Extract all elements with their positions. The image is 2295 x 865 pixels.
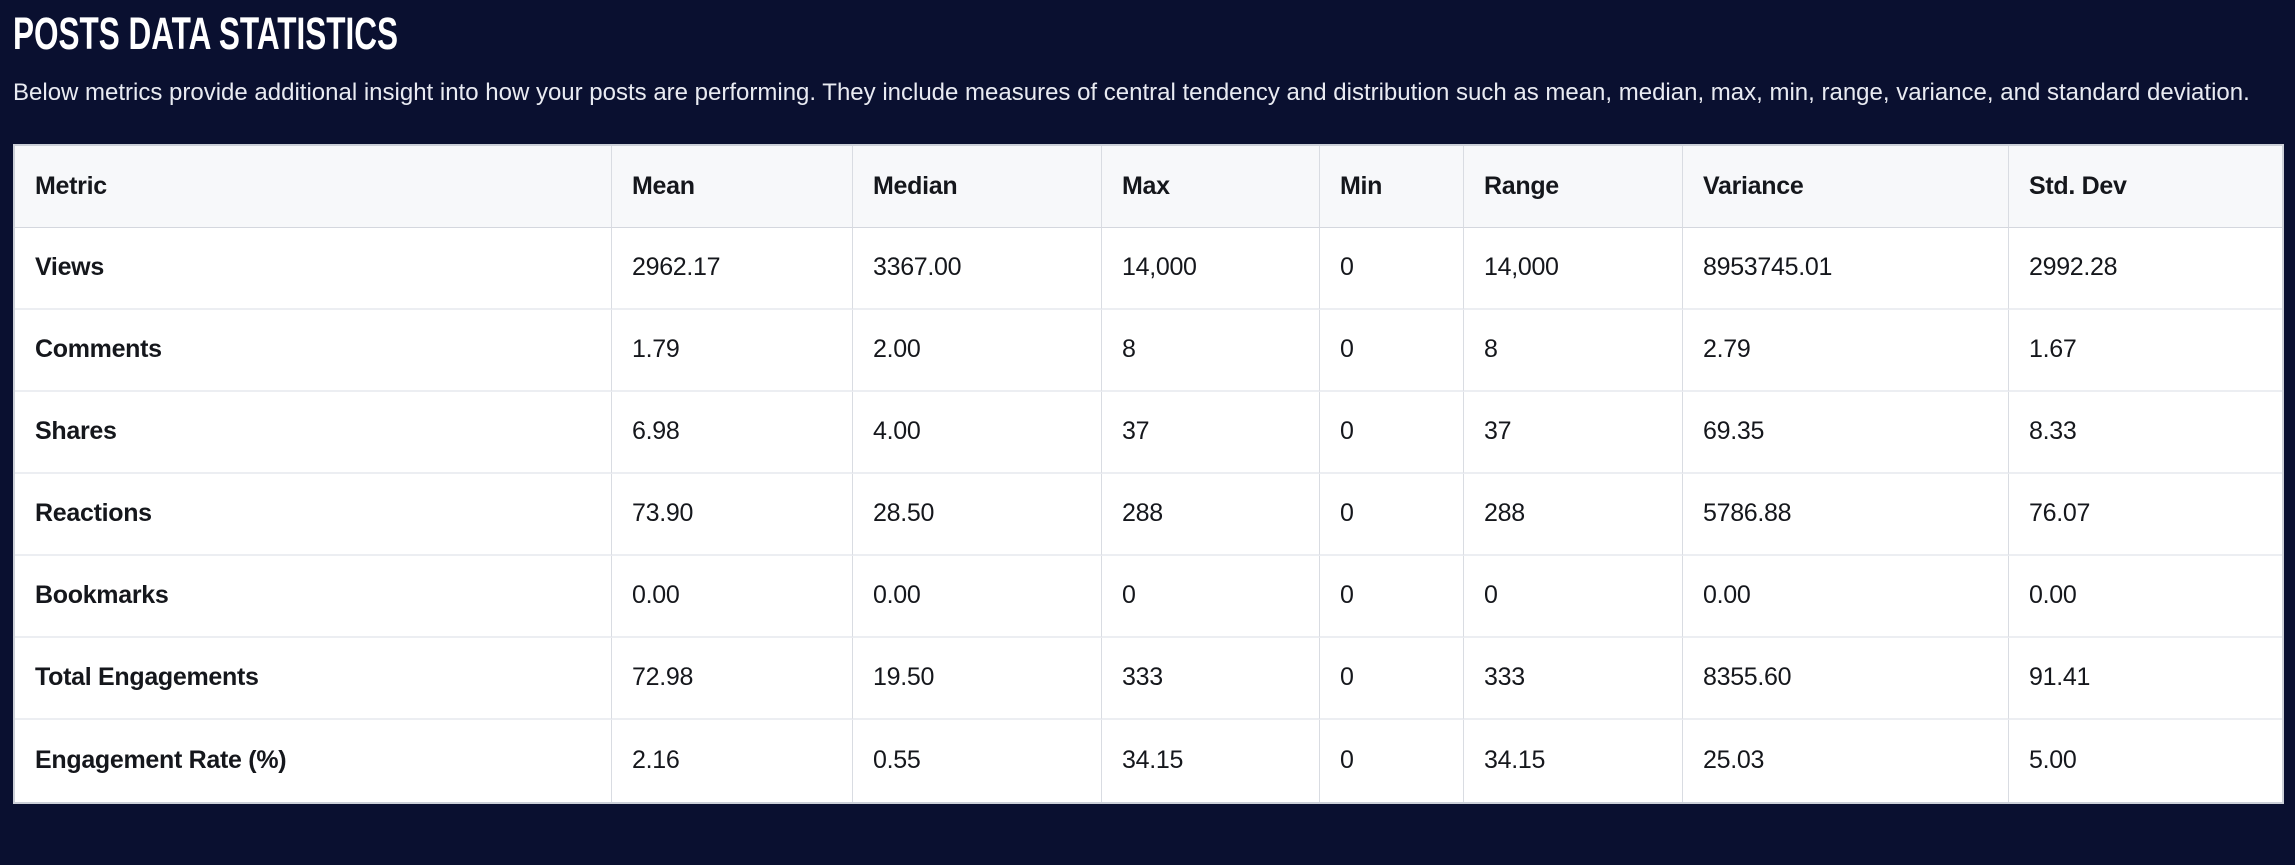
table-cell: 5.00 [2009,719,2282,802]
table-cell: 0.55 [853,719,1102,802]
table-cell: 333 [1464,637,1683,720]
table-cell: 5786.88 [1683,473,2009,556]
table-cell: 14,000 [1464,227,1683,310]
table-cell: 69.35 [1683,391,2009,474]
table-cell: 73.90 [612,473,853,556]
table-cell: 0 [1320,637,1464,720]
table-cell: 2.00 [853,309,1102,392]
table-cell: 8 [1464,309,1683,392]
table-cell: 37 [1464,391,1683,474]
table-cell: 288 [1464,473,1683,556]
table-cell: 0 [1320,227,1464,310]
table-cell: 1.79 [612,309,853,392]
table-cell: 34.15 [1102,719,1320,802]
table-cell: 91.41 [2009,637,2282,720]
table-cell: 0 [1320,719,1464,802]
metric-label: Views [15,227,612,310]
page-title: POSTS DATA STATISTICS [13,8,398,59]
table-cell: 19.50 [853,637,1102,720]
stats-table: Metric Mean Median Max Min Range Varianc… [13,143,2284,804]
metric-label: Total Engagements [15,637,612,720]
table-cell: 0.00 [1683,555,2009,638]
metric-label: Shares [15,391,612,474]
table-cell: 0 [1320,555,1464,638]
column-header-variance: Variance [1683,145,2009,228]
table-header-row: Metric Mean Median Max Min Range Varianc… [15,145,2282,228]
table-cell: 3367.00 [853,227,1102,310]
table-cell: 76.07 [2009,473,2282,556]
table-cell: 25.03 [1683,719,2009,802]
table-cell: 0 [1320,391,1464,474]
table-cell: 0 [1102,555,1320,638]
metric-label: Engagement Rate (%) [15,719,612,802]
table-cell: 14,000 [1102,227,1320,310]
column-header-min: Min [1320,145,1464,228]
table-cell: 0 [1320,309,1464,392]
column-header-range: Range [1464,145,1683,228]
table-row-engagement-rate: Engagement Rate (%) 2.16 0.55 34.15 0 34… [15,719,2282,802]
table-cell: 34.15 [1464,719,1683,802]
table-row-bookmarks: Bookmarks 0.00 0.00 0 0 0 0.00 0.00 [15,555,2282,638]
column-header-std-dev: Std. Dev [2009,145,2282,228]
table-cell: 8953745.01 [1683,227,2009,310]
table-cell: 37 [1102,391,1320,474]
page-description: Below metrics provide additional insight… [13,78,2250,106]
table-row-shares: Shares 6.98 4.00 37 0 37 69.35 8.33 [15,391,2282,474]
table-row-total-engagements: Total Engagements 72.98 19.50 333 0 333 … [15,637,2282,720]
table-cell: 0.00 [2009,555,2282,638]
table-row-comments: Comments 1.79 2.00 8 0 8 2.79 1.67 [15,309,2282,392]
table-cell: 4.00 [853,391,1102,474]
table-cell: 28.50 [853,473,1102,556]
table-cell: 0 [1464,555,1683,638]
table-cell: 2962.17 [612,227,853,310]
table-row-reactions: Reactions 73.90 28.50 288 0 288 5786.88 … [15,473,2282,556]
column-header-median: Median [853,145,1102,228]
table-cell: 333 [1102,637,1320,720]
table-cell: 0.00 [612,555,853,638]
metric-label: Bookmarks [15,555,612,638]
metric-label: Reactions [15,473,612,556]
table-cell: 2.79 [1683,309,2009,392]
column-header-mean: Mean [612,145,853,228]
table-cell: 8.33 [2009,391,2282,474]
table-cell: 1.67 [2009,309,2282,392]
table-cell: 8 [1102,309,1320,392]
table-cell: 0.00 [853,555,1102,638]
table-cell: 8355.60 [1683,637,2009,720]
table-cell: 72.98 [612,637,853,720]
column-header-max: Max [1102,145,1320,228]
table-row-views: Views 2962.17 3367.00 14,000 0 14,000 89… [15,227,2282,310]
metric-label: Comments [15,309,612,392]
table-cell: 288 [1102,473,1320,556]
table-cell: 0 [1320,473,1464,556]
column-header-metric: Metric [15,145,612,228]
table-cell: 2.16 [612,719,853,802]
table-cell: 2992.28 [2009,227,2282,310]
table-cell: 6.98 [612,391,853,474]
